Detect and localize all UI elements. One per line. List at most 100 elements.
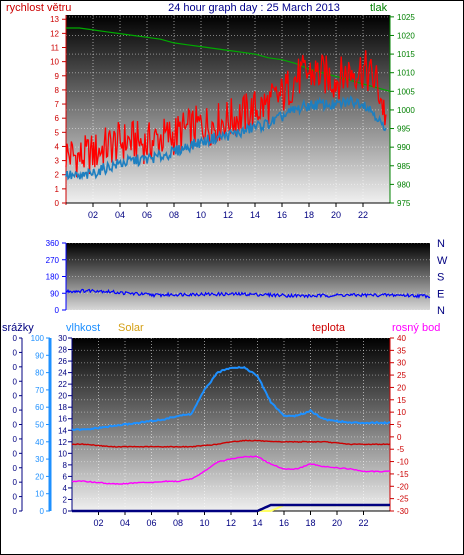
- dewpoint-series-line: [71, 455, 391, 485]
- rain-tick-label: 0: [13, 392, 18, 401]
- rain-tick-label: 0: [13, 377, 18, 386]
- pressure-right-tick-label: 980: [397, 180, 411, 189]
- wind-left-tick-label: 12: [50, 29, 59, 38]
- temperature-right-tick-label: 35: [397, 346, 406, 355]
- rain-tick-label: 0: [13, 507, 18, 516]
- direction-left-tick-label: 360: [46, 239, 60, 248]
- rain-label: srážky: [2, 322, 34, 334]
- temp-x-tick-label: 12: [226, 518, 236, 528]
- humidity-tick-label: 30: [35, 455, 44, 464]
- solar-tick-label: 22: [58, 380, 67, 389]
- wind-gust-series-line: [65, 50, 387, 178]
- wind-left-tick-label: 13: [50, 15, 59, 24]
- wind-left-tick-label: 11: [51, 44, 60, 53]
- wind-left-tick-label: 2: [55, 171, 60, 180]
- pressure-right-tick-label: 1010: [397, 69, 415, 78]
- rain-tick-label: 0: [13, 449, 18, 458]
- temperature-series-line: [71, 439, 391, 448]
- wind-left-tick-label: 0: [55, 199, 60, 208]
- solar-tick-label: 6: [63, 472, 68, 481]
- temperature-right-tick-label: -30: [397, 507, 409, 516]
- wind-average-series-line: [65, 95, 387, 181]
- wind-x-tick-label: 04: [115, 210, 125, 220]
- direction-left-tick-label: 90: [50, 289, 59, 298]
- rain-tick-label: 0: [13, 493, 18, 502]
- direction-left-tick-label: 180: [46, 273, 60, 282]
- temp-x-tick-label: 18: [305, 518, 315, 528]
- wind-x-tick-label: 02: [88, 210, 98, 220]
- solar-tick-label: 14: [58, 426, 67, 435]
- solar-tick-label: 18: [58, 403, 67, 412]
- temperature-right-tick-label: 10: [397, 408, 406, 417]
- wind-left-tick-label: 1: [55, 185, 60, 194]
- solar-tick-label: 2: [63, 495, 68, 504]
- direction-panel-background: [66, 243, 430, 310]
- wind-left-tick-label: 9: [55, 72, 60, 81]
- humidity-tick-label: 0: [40, 507, 45, 516]
- direction-left-tick-label: 270: [46, 256, 60, 265]
- direction-compass-label: E: [437, 288, 444, 300]
- humidity-tick-label: 60: [35, 403, 44, 412]
- wind-x-tick-label: 10: [196, 210, 206, 220]
- humidity-tick-label: 10: [35, 490, 44, 499]
- temperature-label: teplota: [312, 322, 346, 334]
- wind-left-tick-label: 8: [55, 86, 60, 95]
- solar-tick-label: 28: [58, 346, 67, 355]
- temperature-right-tick-label: 5: [397, 421, 402, 430]
- temp-x-tick-label: 06: [146, 518, 156, 528]
- rain-tick-label: 0: [13, 334, 18, 343]
- temperature-right-tick-label: 0: [397, 433, 402, 442]
- direction-compass-label: S: [437, 272, 444, 284]
- wind-left-tick-label: 6: [55, 114, 60, 123]
- temp-x-tick-label: 04: [120, 518, 130, 528]
- rain-tick-label: 0: [13, 464, 18, 473]
- pressure-right-tick-label: 990: [397, 143, 411, 152]
- temperature-right-tick-label: 30: [397, 359, 406, 368]
- temperature-right-tick-label: 15: [397, 396, 406, 405]
- humidity-tick-label: 50: [35, 421, 44, 430]
- rain-tick-label: 0: [13, 363, 18, 372]
- wind-left-tick-label: 4: [55, 142, 60, 151]
- direction-compass-label: N: [437, 238, 445, 250]
- temp-x-tick-label: 16: [279, 518, 289, 528]
- wind-x-tick-label: 16: [277, 210, 287, 220]
- wind-x-tick-label: 08: [169, 210, 179, 220]
- rain-series-line: [72, 503, 390, 513]
- dewpoint-label: rosný bod: [392, 322, 440, 334]
- temp-x-tick-label: 22: [358, 518, 368, 528]
- wind-x-tick-label: 22: [358, 210, 368, 220]
- solar-tick-label: 8: [63, 461, 68, 470]
- wind-left-tick-label: 5: [55, 128, 60, 137]
- temp-x-tick-label: 14: [252, 518, 262, 528]
- solar-tick-label: 20: [58, 392, 67, 401]
- direction-compass-label: W: [437, 255, 448, 267]
- pressure-right-tick-label: 1020: [397, 31, 415, 40]
- wind-x-tick-label: 06: [142, 210, 152, 220]
- pressure-right-tick-label: 1005: [397, 87, 415, 96]
- graph-title: 24 hour graph day : 25 March 2013: [168, 2, 340, 14]
- pressure-right-tick-label: 1000: [397, 106, 415, 115]
- pressure-right-tick-label: 995: [397, 125, 411, 134]
- wind-left-tick-label: 3: [55, 157, 60, 166]
- rain-tick-label: 0: [13, 421, 18, 430]
- wind-x-tick-label: 20: [331, 210, 341, 220]
- wind-left-tick-label: 7: [55, 100, 60, 109]
- humidity-tick-label: 100: [31, 334, 45, 343]
- solar-tick-label: 0: [63, 507, 68, 516]
- temp-x-tick-label: 20: [332, 518, 342, 528]
- temp-x-tick-label: 02: [93, 518, 103, 528]
- humidity-tick-label: 20: [35, 472, 44, 481]
- temperature-right-tick-label: 25: [397, 371, 406, 380]
- solar-tick-label: 30: [58, 334, 67, 343]
- humidity-tick-label: 40: [35, 438, 44, 447]
- humidity-series-line: [71, 365, 391, 432]
- rain-tick-label: 0: [13, 478, 18, 487]
- humidity-tick-label: 80: [35, 369, 44, 378]
- pressure-label: tlak: [370, 2, 388, 14]
- wind-x-tick-label: 12: [223, 210, 233, 220]
- temp-x-tick-label: 10: [199, 518, 209, 528]
- wind-left-tick-label: 10: [50, 58, 59, 67]
- direction-left-tick-label: 0: [55, 306, 60, 315]
- wind-x-tick-label: 18: [304, 210, 314, 220]
